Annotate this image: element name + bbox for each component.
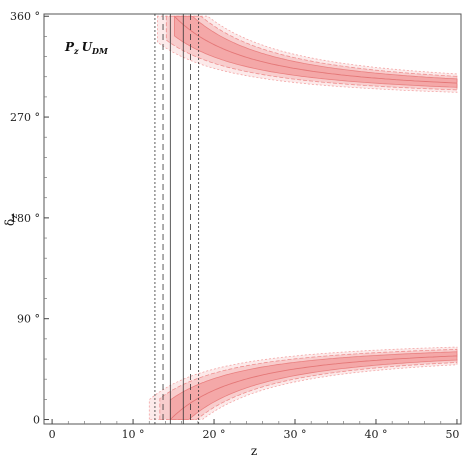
upper-branch-band-mid [165,15,458,91]
confidence-bands [148,15,458,420]
lower-branch-band-inner [169,351,458,420]
x-tick-label: 0 [49,428,56,441]
y-axis-ticks: 0 90 ° 180 ° 270 ° 360 ° [10,10,49,427]
lower-branch-band-mid [159,348,458,420]
annotation-main: P [64,40,75,54]
y-tick-label: 0 [33,414,40,427]
y-tick-label: 270 ° [10,111,40,124]
lower-branch-central-curve [169,355,458,420]
x-axis-label: z [251,444,257,458]
y-axis-label: δz [3,214,20,226]
x-tick-label: 50 ° [445,428,463,441]
x-axis-ticks: 0 10 ° 20 ° 30 ° 40 ° 50 ° [49,419,463,441]
vertical-reference-lines [154,14,200,424]
y-tick-label: 360 ° [10,10,40,23]
x-tick-label: 10 ° [122,428,145,441]
x-tick-label: 40 ° [364,428,387,441]
annotation-main-sub: z [73,46,79,56]
x-tick-label: 30 ° [284,428,307,441]
y-tick-label: 90 ° [17,313,40,326]
x-tick-label: 20 ° [203,428,226,441]
y-tick-label: 180 ° [10,212,40,225]
plot-annotation: Pz UDM [64,40,109,56]
annotation-second: U [82,40,94,54]
y-axis-label-main: δ [3,219,17,226]
plot-frame [43,13,462,425]
upper-branch-central-curve [173,15,458,84]
y-axis-label-sub: z [10,214,20,219]
annotation-second-sub: DM [91,46,109,56]
